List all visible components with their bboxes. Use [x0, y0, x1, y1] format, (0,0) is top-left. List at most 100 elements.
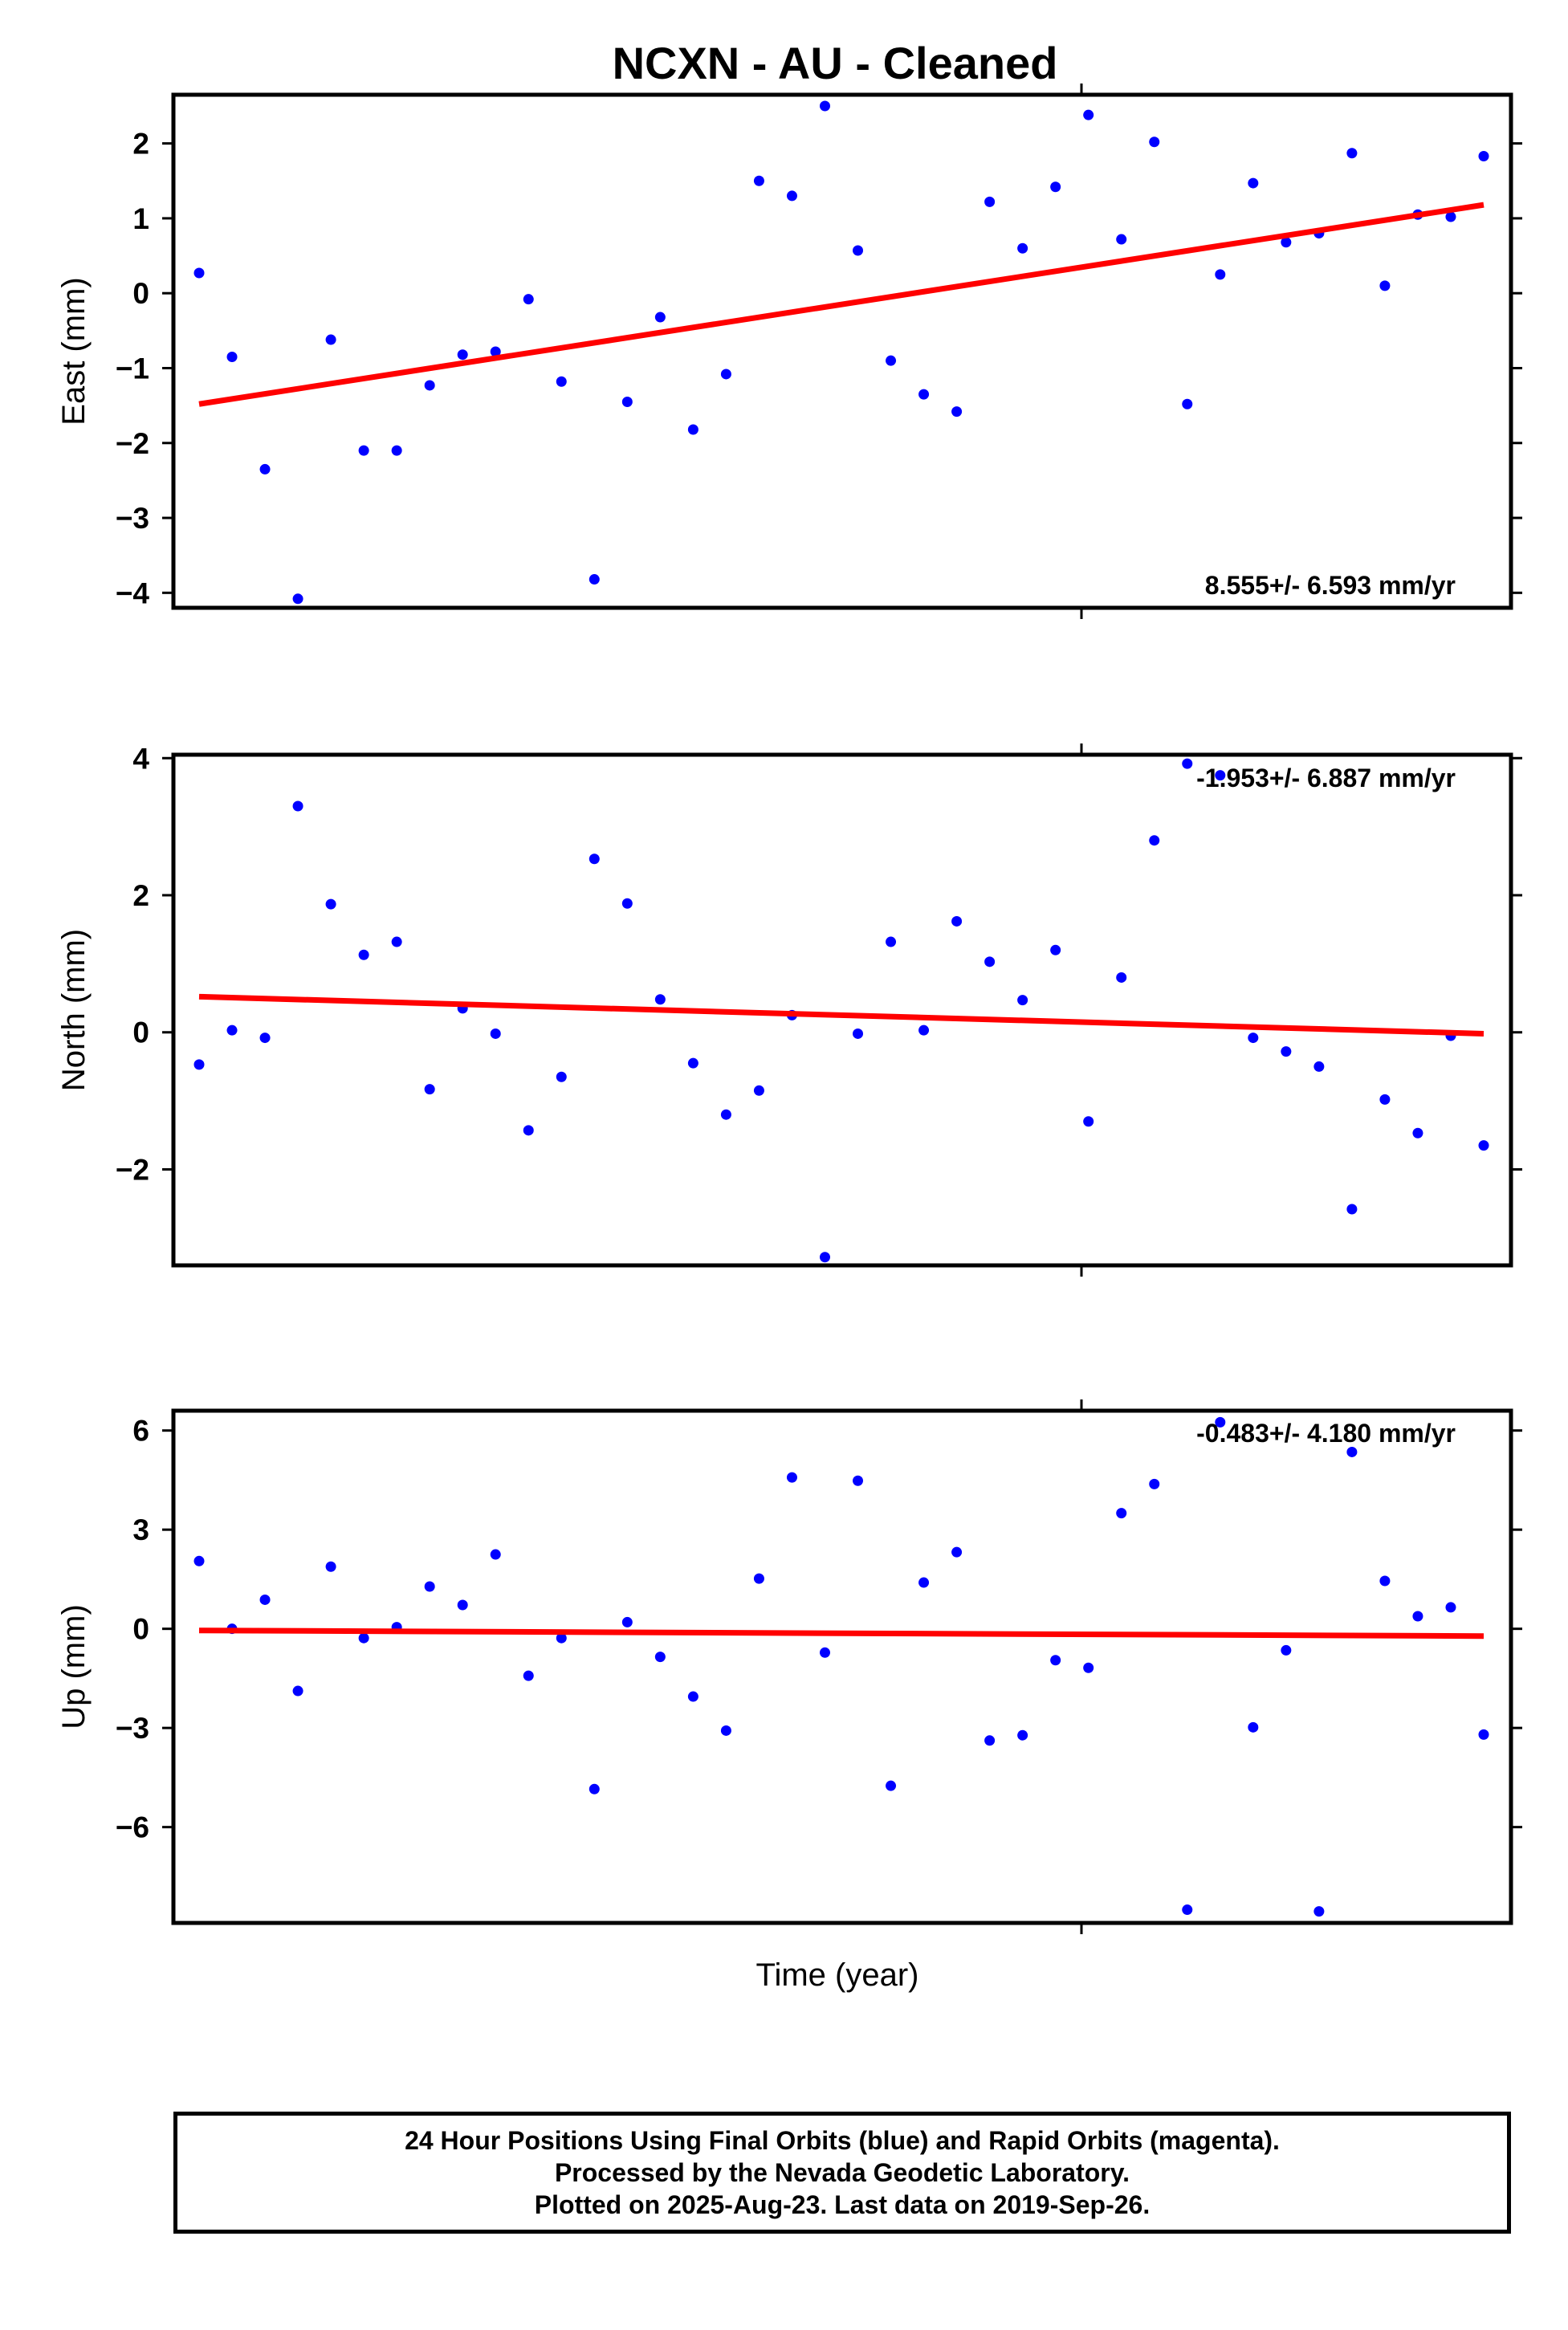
east-y-tick-label: 1 [132, 202, 149, 235]
east-y-tick-label: 0 [132, 277, 149, 310]
chart-title: NCXN - AU - Cleaned [613, 38, 1058, 88]
east-trend-line [198, 202, 1485, 407]
north-y-tick-label: −2 [116, 1153, 149, 1186]
east-data-point [1281, 237, 1292, 248]
east-data-point [391, 445, 402, 456]
north-data-point [1116, 972, 1127, 983]
up-data-point [1083, 1662, 1094, 1673]
east-data-point [226, 351, 238, 362]
footer-line-1: 24 Hour Positions Using Final Orbits (bl… [405, 2126, 1280, 2155]
east-y-tick-label: −2 [116, 427, 149, 460]
up-plot-frame [171, 1408, 1513, 1925]
north-data-point [1281, 1046, 1292, 1057]
up-data-point [1412, 1611, 1423, 1622]
east-data-point [886, 355, 897, 366]
up-data-point [819, 1647, 830, 1658]
up-data-point [556, 1632, 567, 1644]
east-data-point [523, 294, 534, 305]
north-data-point [523, 1125, 534, 1136]
east-data-point [193, 267, 205, 279]
north-rate-label: -1.953+/- 6.887 mm/yr [1196, 764, 1456, 792]
up-data-point [1445, 1602, 1456, 1613]
north-data-point [687, 1057, 698, 1069]
up-data-point [1215, 1416, 1226, 1428]
up-data-point [1248, 1721, 1259, 1733]
east-data-point [1182, 398, 1193, 409]
footer-line-2: Processed by the Nevada Geodetic Laborat… [554, 2158, 1130, 2187]
east-data-point [490, 346, 501, 357]
up-data-point [193, 1555, 205, 1566]
north-y-tick-label: 0 [132, 1016, 149, 1049]
east-data-point [819, 100, 830, 112]
north-data-point [1379, 1094, 1391, 1105]
north-data-point [358, 949, 369, 960]
up-data-point [1281, 1644, 1292, 1656]
up-data-point [753, 1573, 764, 1584]
up-data-point [786, 1472, 797, 1483]
up-data-point [358, 1632, 369, 1644]
up-data-point [1478, 1729, 1489, 1740]
up-y-tick-label: −3 [116, 1712, 149, 1745]
up-y-tick-label: 6 [132, 1415, 149, 1448]
up-data-point [951, 1546, 963, 1558]
up-y-tick-label: 0 [132, 1613, 149, 1646]
x-axis-label: Time (year) [756, 1957, 919, 1993]
north-data-point [424, 1084, 435, 1095]
up-data-point [589, 1783, 600, 1794]
north-data-point [1215, 770, 1226, 781]
north-data-point [1182, 758, 1193, 769]
panels: 2 1 0 −1 −2 −3 −4 East (mm) 8.555+/- 6.593 mm/yr… [56, 84, 1522, 1934]
up-y-tick-label: 3 [132, 1513, 149, 1546]
up-data-point [1346, 1446, 1358, 1457]
east-plot-frame [171, 92, 1513, 610]
east-data-point [1215, 269, 1226, 280]
north-data-point [259, 1033, 271, 1044]
north-data-point [1050, 944, 1061, 955]
east-data-point [292, 593, 303, 605]
time-series-chart: NCXN - AU - Cleaned 2 1 0 −1 −2 −3 −4 East (mm)… [56, 38, 1522, 1993]
east-data-point [951, 406, 963, 418]
east-data-point [589, 574, 600, 585]
north-data-point [1017, 995, 1028, 1006]
up-data-point [984, 1735, 996, 1746]
north-data-point [1412, 1127, 1423, 1139]
east-data-point [984, 196, 996, 207]
east-data-point [1116, 234, 1127, 245]
north-data-point [853, 1028, 864, 1039]
north-data-point [1083, 1116, 1094, 1127]
east-data-point [1149, 136, 1160, 148]
east-data-point [259, 463, 271, 475]
up-data-point [424, 1581, 435, 1592]
north-y-tick-label: 4 [132, 742, 149, 775]
up-data-point [523, 1670, 534, 1681]
east-data-point [687, 424, 698, 435]
north-trend-line [198, 993, 1485, 1037]
up-data-point [1116, 1508, 1127, 1519]
up-data-point [490, 1549, 501, 1560]
east-y-tick-label: 2 [132, 128, 149, 161]
east-data-point [1478, 150, 1489, 161]
up-data-point [687, 1691, 698, 1702]
up-data-point [853, 1475, 864, 1486]
up-trend-line [198, 1627, 1485, 1640]
north-data-point [654, 994, 666, 1005]
east-data-point [786, 190, 797, 202]
up-data-point [1050, 1655, 1061, 1666]
north-data-point [1313, 1061, 1325, 1072]
up-data-point [292, 1685, 303, 1697]
east-data-point [720, 369, 731, 380]
north-data-point [193, 1059, 205, 1070]
north-data-point [951, 915, 963, 927]
up-data-point [654, 1652, 666, 1663]
east-y-tick-label: −3 [116, 502, 149, 535]
up-y-axis-label: Up (mm) [56, 1604, 92, 1729]
up-data-point [918, 1577, 930, 1588]
east-data-point [1445, 211, 1456, 222]
north-data-point [1478, 1140, 1489, 1151]
up-data-point [886, 1780, 897, 1791]
north-data-point [753, 1085, 764, 1096]
east-data-point [556, 376, 567, 387]
north-data-point [589, 853, 600, 865]
north-data-point [819, 1252, 830, 1263]
east-data-point [753, 175, 764, 186]
